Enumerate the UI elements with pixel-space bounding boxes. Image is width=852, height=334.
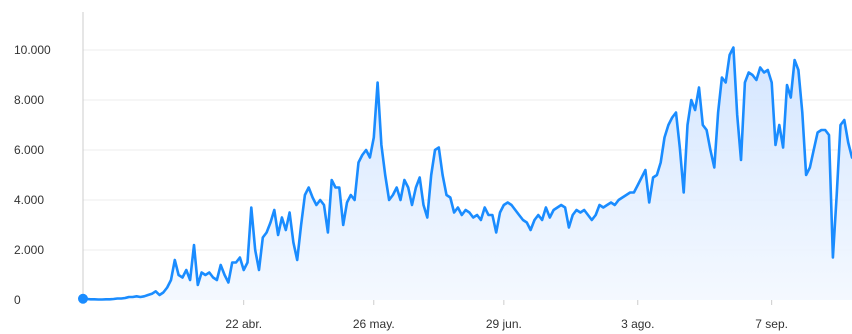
y-tick-label: 8.000 bbox=[14, 93, 44, 107]
data-point[interactable] bbox=[78, 293, 88, 304]
series-area-fill bbox=[83, 47, 852, 300]
x-tick-label: 26 may. bbox=[353, 317, 395, 331]
y-tick-label: 6.000 bbox=[14, 143, 44, 157]
x-tick-label: 3 ago. bbox=[621, 317, 654, 331]
x-tick-label: 22 abr. bbox=[225, 317, 262, 331]
series-line-path bbox=[81, 46, 852, 301]
series-line bbox=[81, 46, 852, 301]
y-tick-label: 0 bbox=[14, 293, 21, 307]
y-tick-label: 4.000 bbox=[14, 193, 44, 207]
x-axis-ticks: 22 abr. 26 may. 29 jun. 3 ago. 7 sep. bbox=[225, 300, 788, 331]
y-axis-ticks: 0 2.000 4.000 6.000 8.000 10.000 bbox=[14, 43, 51, 307]
y-tick-label: 2.000 bbox=[14, 243, 44, 257]
x-tick-label: 29 jun. bbox=[486, 317, 522, 331]
y-tick-label: 10.000 bbox=[14, 43, 51, 57]
x-tick-label: 7 sep. bbox=[755, 317, 788, 331]
series-area bbox=[83, 47, 852, 300]
series-points bbox=[78, 293, 88, 304]
